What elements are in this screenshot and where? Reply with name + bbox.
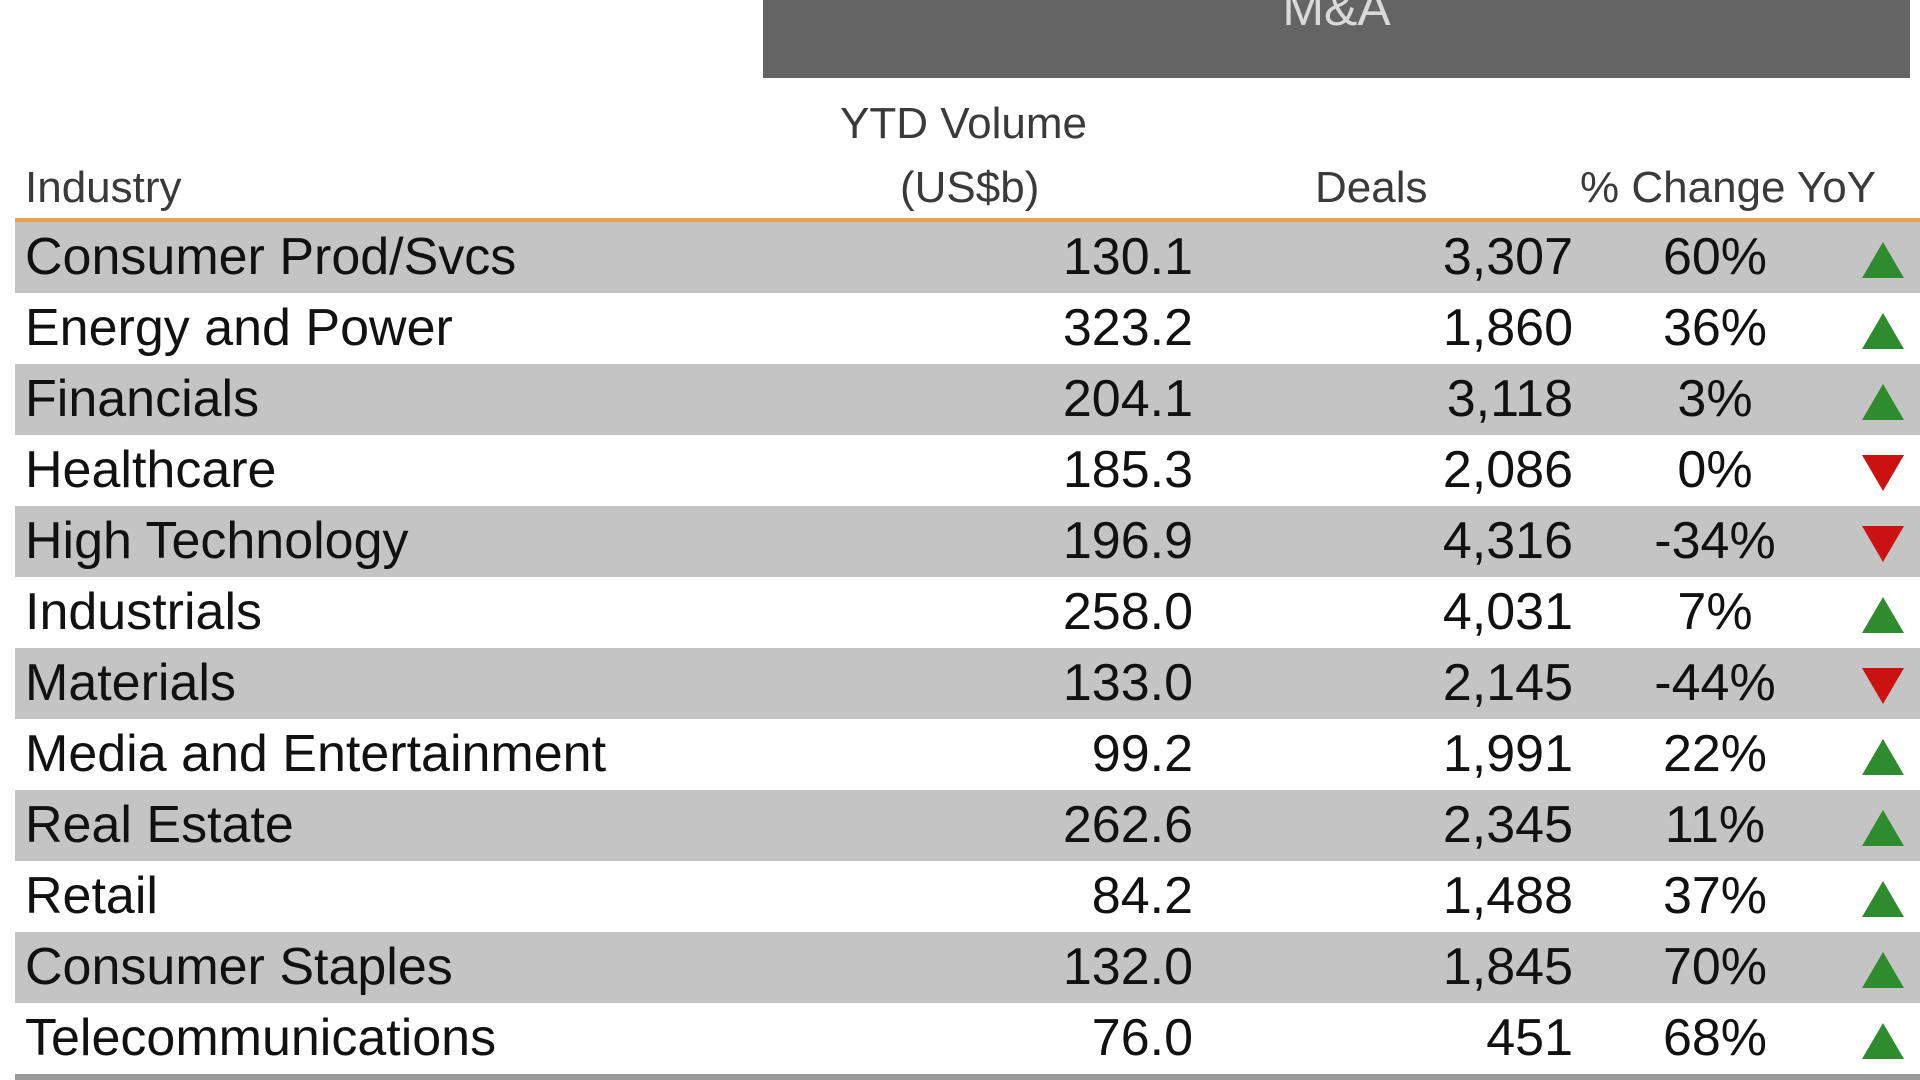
green-up-triangle-icon <box>1862 1023 1904 1060</box>
trend-cell <box>1853 222 1913 293</box>
change-cell: 22% <box>1662 725 1768 783</box>
change-cell: 3% <box>1677 370 1753 428</box>
deals-cell: 1,860 <box>1442 299 1573 357</box>
trend-cell <box>1853 577 1913 648</box>
volume-cell: 204.1 <box>1062 370 1193 428</box>
volume-cell: 196.9 <box>1062 512 1193 570</box>
industry-cell: Consumer Prod/Svcs <box>25 228 517 286</box>
deals-cell: 1,991 <box>1442 725 1573 783</box>
deals-cell: 3,118 <box>1446 370 1573 428</box>
industry-cell: High Technology <box>25 512 409 570</box>
table-row: Real Estate 262.6 2,345 11% <box>15 790 1920 861</box>
header-rule <box>15 218 1920 222</box>
green-up-triangle-icon <box>1862 952 1904 989</box>
industry-cell: Media and Entertainment <box>25 725 607 783</box>
green-up-triangle-icon <box>1862 810 1904 847</box>
volume-cell: 185.3 <box>1062 441 1193 499</box>
industry-cell: Healthcare <box>25 441 277 499</box>
table-row: Telecommunications 76.0 451 68% <box>15 1003 1920 1074</box>
green-up-triangle-icon <box>1862 313 1904 350</box>
green-up-triangle-icon <box>1862 384 1904 421</box>
table-row: Financials 204.1 3,118 3% <box>15 364 1920 435</box>
trend-cell <box>1853 506 1913 577</box>
change-cell: 68% <box>1662 1009 1768 1067</box>
change-cell: 70% <box>1662 938 1768 996</box>
industry-cell: Retail <box>25 867 158 925</box>
volume-cell: 262.6 <box>1062 796 1193 854</box>
red-down-triangle-icon <box>1862 526 1904 563</box>
column-header-volume-line1: YTD Volume <box>840 99 1087 148</box>
industry-cell: Consumer Staples <box>25 938 453 996</box>
green-up-triangle-icon <box>1862 739 1904 776</box>
deals-cell: 1,488 <box>1442 867 1573 925</box>
red-down-triangle-icon <box>1862 455 1904 492</box>
green-up-triangle-icon <box>1862 242 1904 279</box>
change-cell: 36% <box>1662 299 1768 357</box>
trend-cell <box>1853 648 1913 719</box>
industry-cell: Industrials <box>25 583 262 641</box>
trend-cell <box>1853 1003 1913 1074</box>
table-row: Industrials 258.0 4,031 7% <box>15 577 1920 648</box>
volume-cell: 133.0 <box>1062 654 1193 712</box>
industry-cell: Telecommunications <box>25 1009 497 1067</box>
trend-cell <box>1853 719 1913 790</box>
column-header-volume-line2: (US$b) <box>900 163 1040 212</box>
table-row: Consumer Prod/Svcs 130.1 3,307 60% <box>15 222 1920 293</box>
table-row: Consumer Staples 132.0 1,845 70% <box>15 932 1920 1003</box>
red-down-triangle-icon <box>1862 668 1904 705</box>
table-row: Retail 84.2 1,488 37% <box>15 861 1920 932</box>
trend-cell <box>1853 932 1913 1003</box>
volume-cell: 132.0 <box>1062 938 1193 996</box>
trend-cell <box>1853 861 1913 932</box>
industry-cell: Real Estate <box>25 796 294 854</box>
volume-cell: 323.2 <box>1062 299 1193 357</box>
banner-title: M&A <box>1282 0 1391 36</box>
table-row: Materials 133.0 2,145 -44% <box>15 648 1920 719</box>
volume-cell: 76.0 <box>1091 1009 1193 1067</box>
bottom-rule <box>15 1074 1920 1080</box>
volume-cell: 130.1 <box>1062 228 1193 286</box>
deals-cell: 2,345 <box>1442 796 1573 854</box>
deals-cell: 2,145 <box>1442 654 1573 712</box>
column-header-industry: Industry <box>25 163 182 212</box>
volume-cell: 99.2 <box>1091 725 1193 783</box>
deals-cell: 451 <box>1486 1009 1573 1067</box>
industry-cell: Materials <box>25 654 236 712</box>
change-cell: 11% <box>1664 796 1766 854</box>
deals-cell: 4,031 <box>1442 583 1573 641</box>
deals-cell: 2,086 <box>1442 441 1573 499</box>
green-up-triangle-icon <box>1862 881 1904 918</box>
change-cell: -44% <box>1654 654 1776 712</box>
deals-cell: 3,307 <box>1442 228 1573 286</box>
green-up-triangle-icon <box>1862 597 1904 634</box>
change-cell: 7% <box>1677 583 1753 641</box>
trend-cell <box>1853 364 1913 435</box>
table-row: Energy and Power 323.2 1,860 36% <box>15 293 1920 364</box>
change-cell: 37% <box>1662 867 1768 925</box>
trend-cell <box>1853 435 1913 506</box>
column-header-change: % Change YoY <box>1580 163 1877 212</box>
table-row: Healthcare 185.3 2,086 0% <box>15 435 1920 506</box>
data-table: Consumer Prod/Svcs 130.1 3,307 60% Energy an… <box>15 222 1920 1074</box>
table-row: High Technology 196.9 4,316 -34% <box>15 506 1920 577</box>
volume-cell: 84.2 <box>1091 867 1193 925</box>
deals-cell: 4,316 <box>1442 512 1573 570</box>
table-row: Media and Entertainment 99.2 1,991 22% <box>15 719 1920 790</box>
industry-cell: Financials <box>25 370 260 428</box>
change-cell: -34% <box>1654 512 1776 570</box>
trend-cell <box>1853 293 1913 364</box>
trend-cell <box>1853 790 1913 861</box>
section-banner: M&A <box>763 0 1910 78</box>
change-cell: 0% <box>1677 441 1753 499</box>
column-header-deals: Deals <box>1315 163 1428 212</box>
deals-cell: 1,845 <box>1442 938 1573 996</box>
industry-cell: Energy and Power <box>25 299 453 357</box>
volume-cell: 258.0 <box>1062 583 1193 641</box>
change-cell: 60% <box>1662 228 1768 286</box>
